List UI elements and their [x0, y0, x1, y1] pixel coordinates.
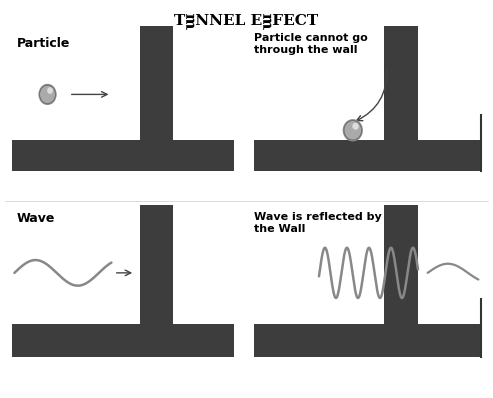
Text: Wave is reflected by
the Wall: Wave is reflected by the Wall — [254, 213, 382, 234]
Bar — [384, 205, 418, 324]
Ellipse shape — [39, 85, 55, 103]
Bar — [12, 324, 235, 357]
Ellipse shape — [343, 119, 363, 141]
Ellipse shape — [344, 121, 361, 140]
Ellipse shape — [38, 84, 57, 105]
Text: Wave: Wave — [17, 213, 55, 225]
Ellipse shape — [352, 123, 359, 130]
Text: Particle: Particle — [17, 37, 70, 50]
Bar — [384, 26, 418, 140]
Bar — [140, 26, 173, 140]
Bar — [12, 140, 235, 172]
Text: TᴟNNEL EᴟFECT: TᴟNNEL EᴟFECT — [175, 14, 318, 30]
Bar — [254, 324, 481, 357]
Bar — [140, 205, 173, 324]
Bar — [254, 140, 481, 172]
Text: Particle cannot go
through the wall: Particle cannot go through the wall — [254, 33, 367, 55]
Ellipse shape — [47, 87, 53, 94]
